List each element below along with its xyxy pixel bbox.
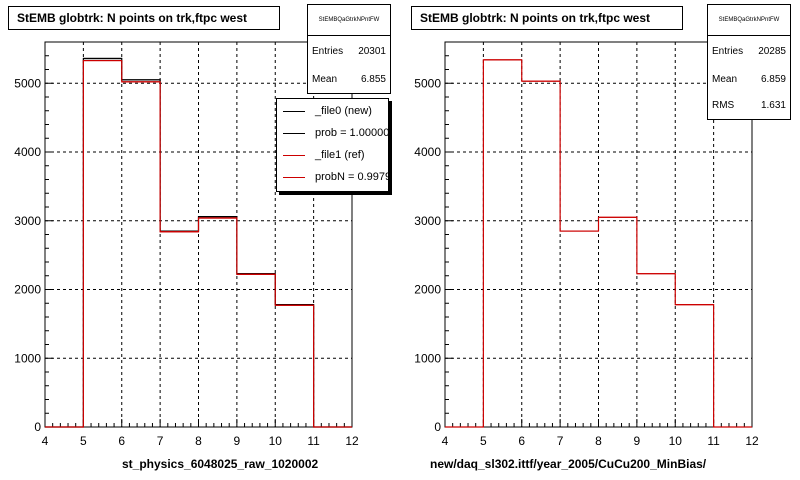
right-ytick-label-5000: 5000	[414, 76, 441, 90]
left-ytick-label-2000: 2000	[14, 283, 41, 297]
right-xtick-label-5: 5	[480, 434, 487, 448]
right-stats-rms-label: RMS	[712, 100, 735, 111]
legend-swatch-prob	[283, 133, 305, 134]
right-ytick-label-1000: 1000	[414, 351, 441, 365]
legend-swatch-ref	[283, 155, 305, 156]
left-xtick-label-10: 10	[269, 434, 283, 448]
legend-swatch-probn	[283, 177, 305, 178]
left-xtick-label-11: 11	[307, 434, 320, 448]
right-stats-mean-value: 6.859	[760, 74, 786, 85]
left-xtick-label-8: 8	[195, 434, 202, 448]
legend-entry-ref: _file1 (ref)	[277, 145, 388, 165]
legend-entry-probn: probN = 0.997950	[277, 167, 388, 187]
right-ytick-label-0: 0	[434, 420, 441, 434]
left-stats-entries-value: 20301	[358, 46, 386, 57]
right-xtick-label-7: 7	[557, 434, 564, 448]
right-stats-rms-value: 1.631	[760, 100, 786, 111]
left-stats-box: StEMBQaGtrkNPntFW Entries 20301 Mean 6.8…	[307, 4, 391, 94]
left-xtick-label-7: 7	[157, 434, 164, 448]
left-ytick-label-1000: 1000	[14, 351, 41, 365]
right-ytick-label-3000: 3000	[414, 214, 441, 228]
legend-label-probn: probN = 0.997950	[315, 171, 388, 183]
left-xtick-label-9: 9	[234, 434, 241, 448]
legend-swatch-new	[283, 111, 305, 112]
right-xtick-label-8: 8	[595, 434, 602, 448]
right-stats-entries-value: 20285	[758, 46, 786, 57]
left-stats-mean-value: 6.855	[360, 74, 386, 85]
right-xtick-label-9: 9	[634, 434, 641, 448]
left-stats-name: StEMBQaGtrkNPntFW	[308, 5, 390, 36]
right-xtick-label-4: 4	[442, 434, 449, 448]
left-ytick-label-4000: 4000	[14, 145, 41, 159]
legend-label-prob: prob = 1.000000	[315, 127, 389, 139]
right-x-caption: new/daq_sl302.ittf/year_2005/CuCu200_Min…	[430, 457, 707, 471]
right-xtick-label-11: 11	[707, 434, 720, 448]
right-ytick-label-4000: 4000	[414, 145, 441, 159]
right-plot-title: StEMB globtrk: N points on trk,ftpc west	[411, 6, 683, 30]
right-stats-box: StEMBQaGtrkNPntFW Entries 20285 Mean 6.8…	[707, 4, 791, 120]
right-xtick-label-6: 6	[518, 434, 525, 448]
legend-entry-prob: prob = 1.000000	[277, 123, 388, 143]
legend-label-ref: _file1 (ref)	[315, 149, 365, 161]
left-x-caption: st_physics_6048025_raw_1020002	[122, 457, 319, 471]
left-stats-mean-label: Mean	[312, 74, 338, 85]
right-stats-entries-label: Entries	[712, 46, 744, 57]
left-legend: _file0 (new) prob = 1.000000 _file1 (ref…	[276, 98, 389, 192]
left-xtick-label-6: 6	[118, 434, 125, 448]
left-ytick-label-3000: 3000	[14, 214, 41, 228]
left-ytick-label-5000: 5000	[14, 76, 41, 90]
right-ytick-label-2000: 2000	[414, 283, 441, 297]
left-xtick-label-5: 5	[80, 434, 87, 448]
left-stats-entries-label: Entries	[312, 46, 344, 57]
left-xtick-label-12: 12	[345, 434, 359, 448]
left-ytick-label-0: 0	[34, 420, 41, 434]
left-plot-title: StEMB globtrk: N points on trk,ftpc west	[8, 6, 280, 30]
left-xtick-label-4: 4	[42, 434, 49, 448]
right-xtick-label-12: 12	[745, 434, 759, 448]
right-histogram-plot: 4 5 6 7 8 9 10 11 12 0 1000 2000 3000 4000 5000	[414, 41, 759, 448]
legend-label-new: _file0 (new)	[315, 105, 372, 117]
right-xtick-label-10: 10	[669, 434, 683, 448]
right-stats-mean-label: Mean	[712, 74, 738, 85]
right-stats-name: StEMBQaGtrkNPntFW	[708, 5, 790, 36]
legend-entry-new: _file0 (new)	[277, 101, 388, 121]
